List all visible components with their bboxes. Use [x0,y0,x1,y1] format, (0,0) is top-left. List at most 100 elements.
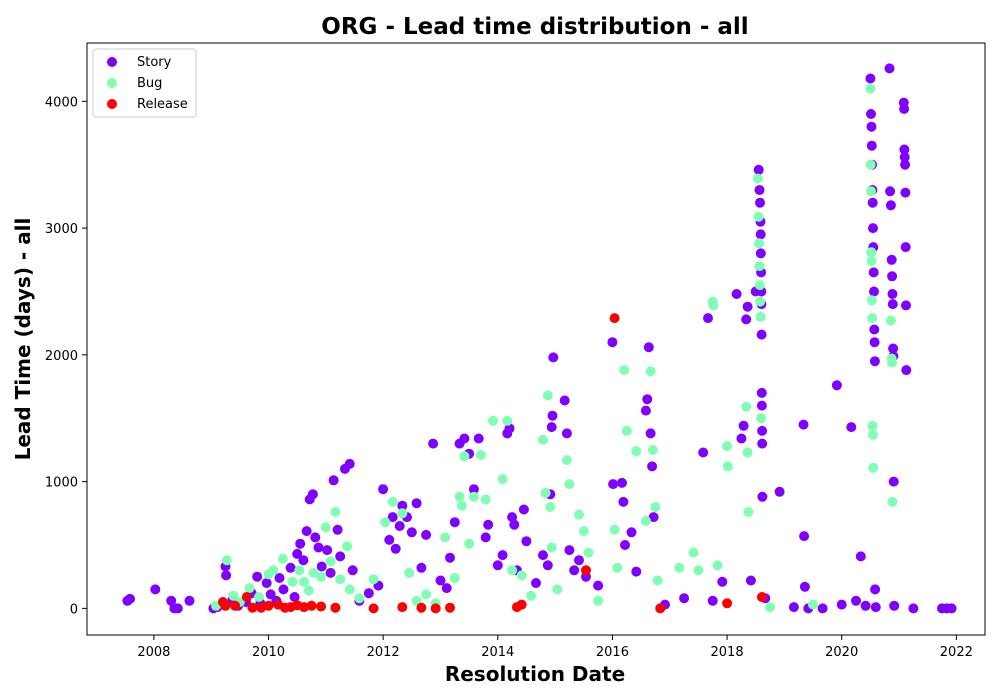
point-bug [542,390,553,401]
point-story [542,560,553,571]
legend-box [92,48,197,118]
x-tick-label: 2014 [481,645,514,660]
point-release [581,565,591,576]
point-story [717,576,728,587]
point-story [626,527,637,538]
point-bug [650,502,661,512]
y-tick-label: 4000 [45,95,78,110]
point-story [946,603,957,614]
point-story [640,405,651,416]
point-story [756,329,767,340]
point-story [261,578,272,588]
point-bug [753,211,764,222]
point-story [617,477,627,488]
point-bug [507,565,518,576]
point-story [473,433,484,444]
point-story [221,570,232,581]
point-release [609,313,620,324]
point-story [885,186,896,197]
point-bug [612,562,623,573]
point-story [559,395,570,406]
point-story [421,529,432,540]
point-bug [866,247,877,258]
point-story [531,578,541,588]
point-story [846,422,857,433]
point-story [564,545,575,556]
point-story [298,555,309,566]
point-story [507,512,518,523]
point-story [390,543,401,554]
point-bug [344,584,355,595]
legend: Story Bug Release [92,48,197,118]
y-axis-title: Lead Time (days) - all [11,218,35,461]
point-story [900,242,911,253]
point-story [344,458,355,469]
point-release [220,600,231,611]
point-bug [228,590,239,601]
point-release [722,598,733,609]
point-story [899,152,910,163]
point-bug [708,300,719,311]
point-bug [244,583,255,594]
point-release [230,600,241,611]
point-bug [277,553,288,564]
legend-marker-story [107,57,117,67]
point-bug [808,599,818,610]
point-story [901,365,912,376]
point-story [788,602,799,613]
plot-area [87,43,985,635]
point-story [869,356,880,367]
point-story [184,595,195,606]
point-bug [342,541,353,552]
point-story [416,562,427,573]
x-axis-title: Resolution Date [445,662,625,686]
x-tick-label: 2008 [137,645,170,660]
point-bug [546,542,557,553]
point-story [707,595,718,606]
point-bug [440,532,451,543]
plot-frame [86,42,986,636]
point-bug [754,280,765,291]
point-story [755,229,766,240]
point-story [521,536,532,547]
point-story [313,542,324,553]
point-story [561,428,572,439]
point-story [125,593,135,604]
point-release [756,592,767,602]
point-story [307,489,318,500]
point-story [459,433,470,444]
point-story [866,121,877,132]
point-bug [308,567,319,578]
point-bug [887,496,898,507]
point-story [887,299,898,310]
point-story [866,109,876,119]
point-story [757,438,768,449]
point-story [150,584,161,595]
point-story [643,342,654,353]
point-bug [335,574,346,585]
point-release [430,603,441,614]
point-release [330,602,341,613]
point-story [831,380,842,391]
point-story [869,337,880,348]
point-release [368,603,379,614]
point-bug [868,462,879,473]
legend-marker-release [107,99,117,109]
point-bug [578,526,589,537]
point-story [378,484,389,495]
point-bug [866,256,877,266]
point-story [172,603,183,614]
point-story [885,200,896,211]
point-story [449,517,460,528]
point-story [736,433,747,444]
point-story [757,425,768,436]
point-story [887,289,898,299]
point-story [332,524,343,535]
point-bug [742,447,753,458]
point-story [867,197,878,208]
point-story [547,410,558,421]
point-bug [867,429,878,440]
point-bug [866,295,877,306]
point-bug [552,584,563,595]
point-story [799,581,810,592]
